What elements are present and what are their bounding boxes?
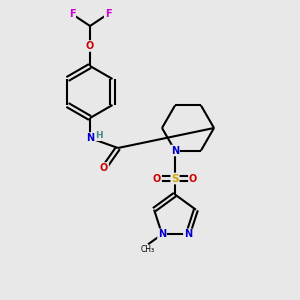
Text: O: O bbox=[100, 163, 108, 173]
Text: O: O bbox=[86, 41, 94, 51]
Text: F: F bbox=[105, 9, 111, 19]
Text: S: S bbox=[171, 173, 179, 184]
Text: N: N bbox=[171, 146, 179, 155]
Text: N: N bbox=[86, 133, 94, 143]
Text: CH₃: CH₃ bbox=[141, 245, 155, 254]
Text: O: O bbox=[189, 173, 197, 184]
Text: N: N bbox=[184, 229, 192, 239]
Text: H: H bbox=[95, 131, 103, 140]
Text: N: N bbox=[158, 229, 166, 239]
Text: O: O bbox=[153, 173, 161, 184]
Text: F: F bbox=[69, 9, 75, 19]
